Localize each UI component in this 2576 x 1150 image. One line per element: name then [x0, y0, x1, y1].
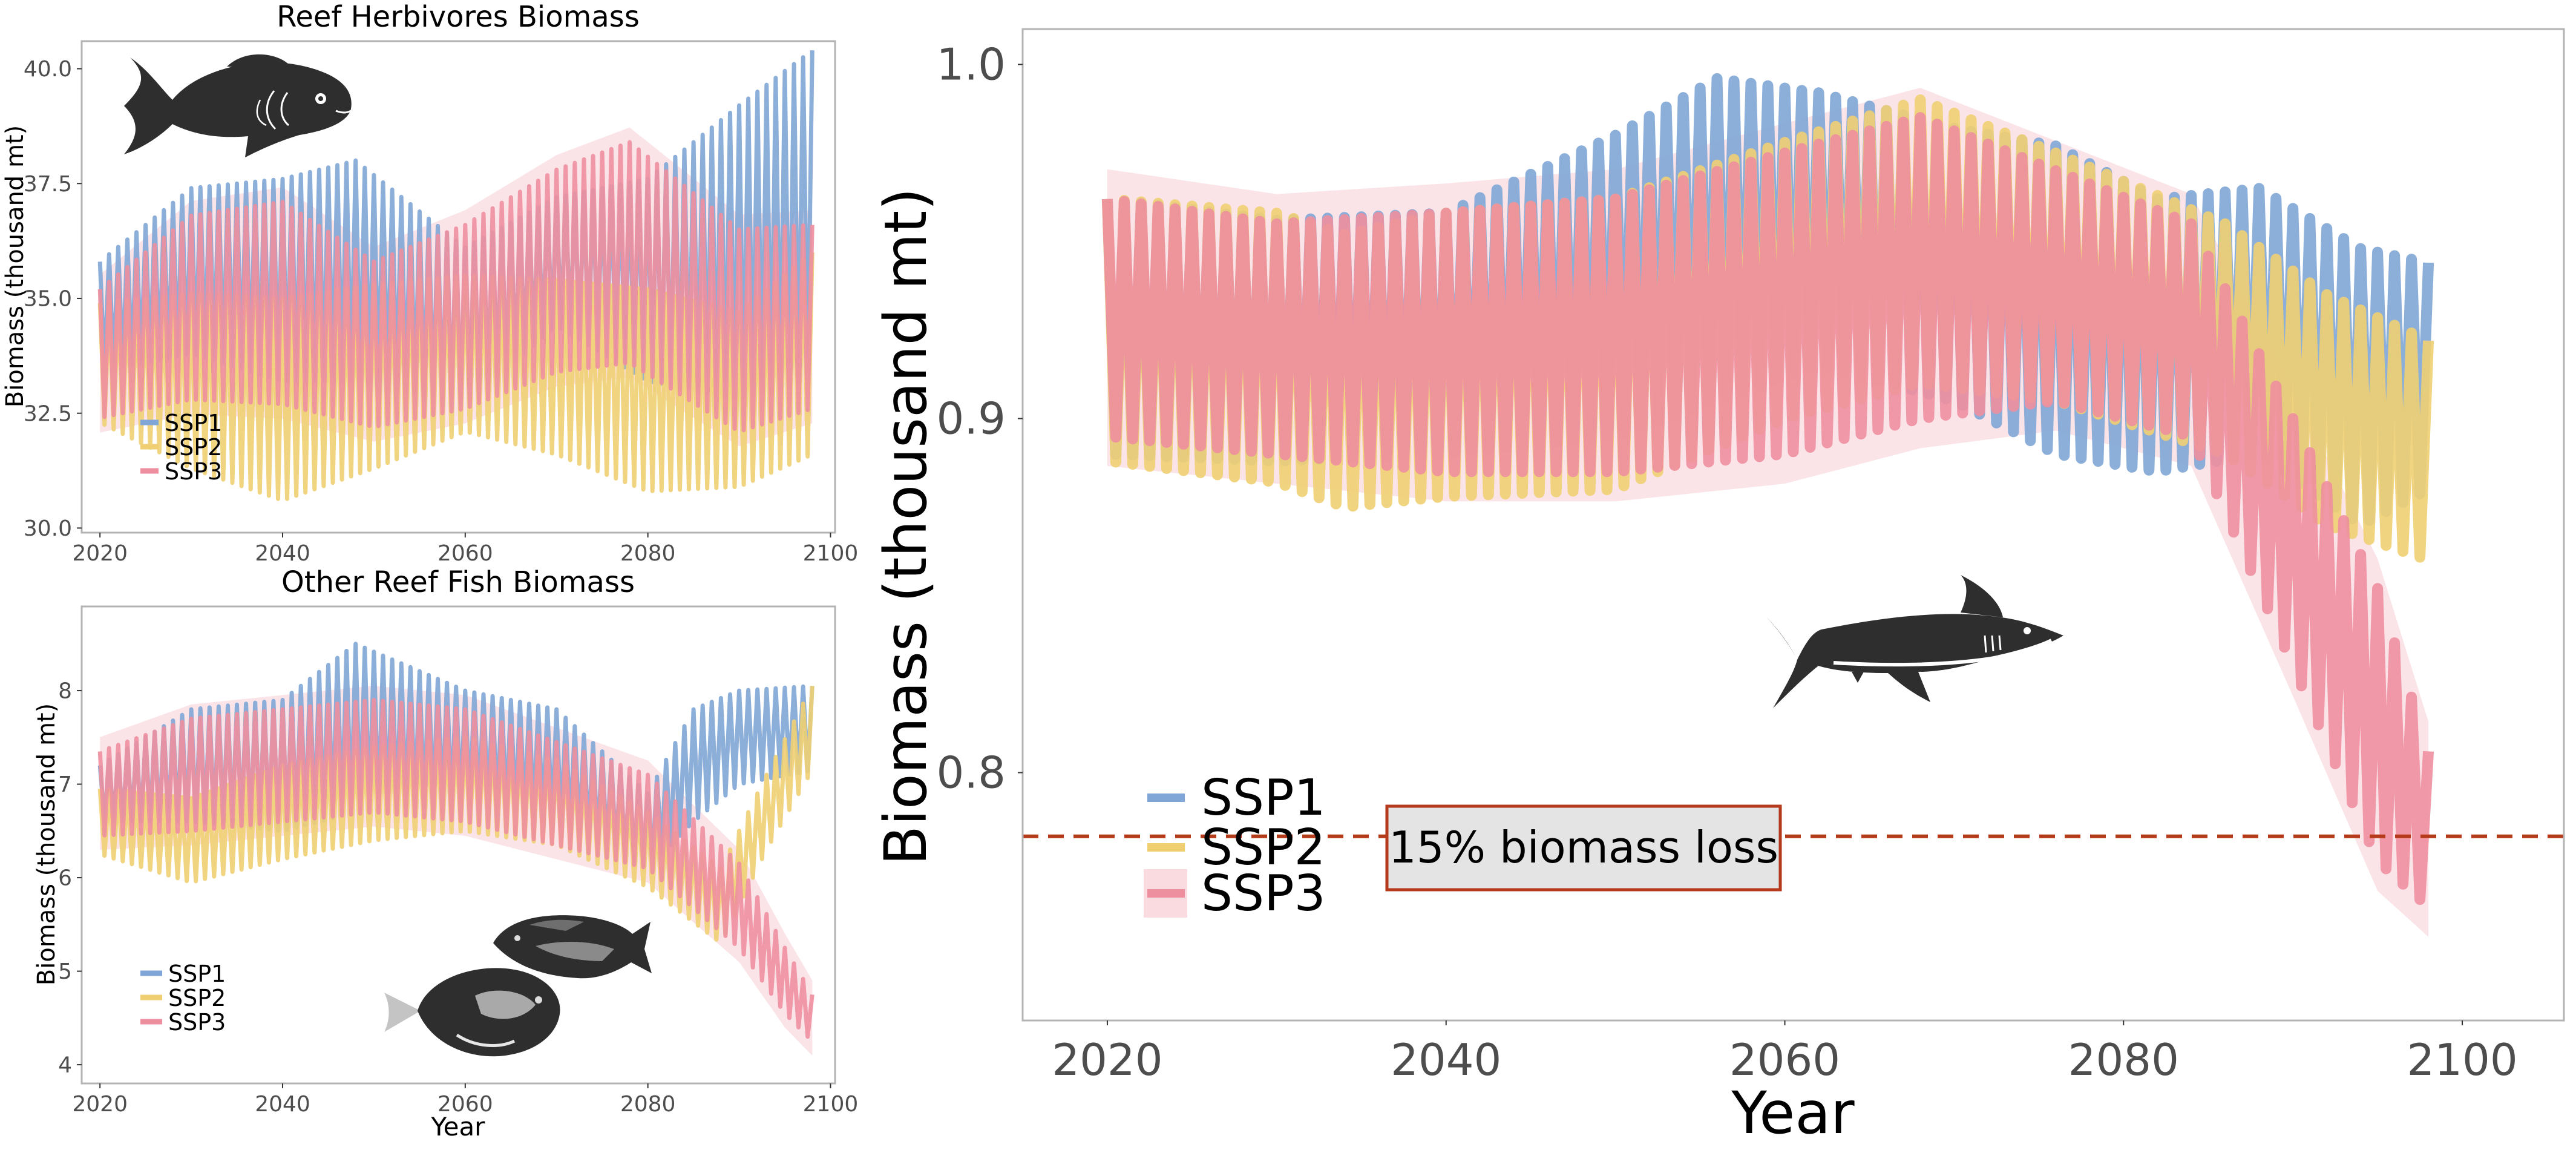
surgeonfish-icon: [384, 968, 560, 1057]
y-tick-label: 32.5: [24, 401, 72, 426]
legend-label-ssp1: SSP1: [168, 961, 226, 987]
x-tick-label: 2040: [255, 1092, 310, 1117]
series-line-ssp3: [97, 140, 814, 433]
series-line-ssp1: [97, 642, 814, 869]
sharks-plot-area: [1023, 73, 2564, 937]
other-reef-fish-panel: Other Reef Fish Biomass Biomass (thousan…: [33, 565, 858, 1142]
x-tick-label: 2100: [803, 1092, 859, 1117]
other-reef-fish-legend: SSP1 SSP2 SSP3: [140, 961, 226, 1036]
sharks-axes: 2020 2040 2060 2080 2100 0.8 0.9 1.0: [936, 39, 2517, 1085]
x-tick-label: 2060: [438, 1092, 493, 1117]
other-reef-fish-plot-area: [97, 642, 814, 1056]
x-tick-label: 2080: [620, 1092, 676, 1117]
herbivores-panel: Reef Herbivores Biomass Biomass (thousan…: [1, 0, 858, 566]
legend-label-ssp3: SSP3: [165, 458, 222, 485]
y-tick-label: 4: [58, 1053, 72, 1078]
x-tick-label: 2020: [1052, 1034, 1162, 1085]
y-tick-label: 37.5: [24, 172, 72, 197]
x-tick-label: 2060: [438, 541, 493, 566]
herbivores-y-axis-label: Biomass (thousand mt): [1, 125, 29, 407]
legend-label-ssp2: SSP2: [1201, 819, 1326, 876]
y-tick-label: 35.0: [24, 287, 72, 312]
herbivores-plot-area: [97, 50, 814, 501]
herbivores-panel-border: [80, 40, 836, 534]
legend-label-ssp2: SSP2: [165, 434, 222, 461]
triggerfish-icon: [493, 915, 652, 979]
threshold-annotation: 15% biomass loss: [1385, 804, 1782, 892]
legend-label-ssp1: SSP1: [1201, 769, 1326, 827]
y-tick-label: 8: [58, 679, 72, 704]
y-tick-label: 30.0: [24, 516, 72, 541]
sharks-x-axis-label: Year: [1731, 1079, 1855, 1147]
other-reef-fish-title: Other Reef Fish Biomass: [281, 565, 635, 599]
y-tick-label: 1.0: [936, 39, 1006, 90]
annotation-box: [1385, 804, 1782, 892]
x-tick-label: 2100: [803, 541, 859, 566]
y-tick-label: 40.0: [24, 57, 72, 82]
y-tick-label: 0.9: [936, 393, 1006, 444]
sharks-y-axis-label: Biomass (thousand mt): [872, 188, 940, 865]
legend-label-ssp3: SSP3: [168, 1009, 226, 1036]
other-reef-fish-axes: 2020 2040 2060 2080 2100 4 5 6 7 8: [58, 679, 858, 1117]
y-tick-label: 7: [58, 772, 72, 797]
herbivores-axes: 2020 2040 2060 2080 2100 30.0 32.5 35.0 37.5 40.0: [24, 57, 858, 566]
other-reef-fish-y-axis-label: Biomass (thousand mt): [33, 703, 61, 985]
other-reef-fish-x-axis-label: Year: [431, 1112, 486, 1142]
series-line-ssp3: [1101, 112, 2434, 905]
x-tick-label: 2080: [620, 541, 676, 566]
legend-label-ssp3: SSP3: [1201, 865, 1326, 922]
x-tick-label: 2040: [1391, 1034, 1501, 1085]
legend-label-ssp1: SSP1: [165, 410, 222, 436]
series-line-ssp3: [97, 698, 814, 1039]
legend-label-ssp2: SSP2: [168, 985, 226, 1011]
annotation-label: 15% biomass loss: [1389, 822, 1778, 873]
herbivores-title: Reef Herbivores Biomass: [277, 0, 640, 34]
x-tick-label: 2060: [1729, 1034, 1840, 1085]
y-tick-label: 0.8: [936, 748, 1006, 798]
other-reef-fish-panel-border: [80, 605, 836, 1085]
herbivores-legend: SSP1 SSP2 SSP3: [140, 410, 222, 485]
x-tick-label: 2080: [2068, 1034, 2179, 1085]
y-tick-label: 6: [58, 866, 72, 891]
sharks-panel-border: [1021, 28, 2565, 1022]
y-tick-label: 5: [58, 959, 72, 984]
x-tick-label: 2020: [72, 541, 128, 566]
reef-herbivore-fish-icon: [124, 54, 352, 157]
x-tick-label: 2020: [72, 1092, 128, 1117]
x-tick-label: 2040: [255, 541, 310, 566]
sharks-panel: Biomass (thousand mt) Year 2020 2040 2060 2…: [872, 28, 2565, 1147]
x-tick-label: 2100: [2407, 1034, 2517, 1085]
shark-icon: [1761, 575, 2063, 708]
